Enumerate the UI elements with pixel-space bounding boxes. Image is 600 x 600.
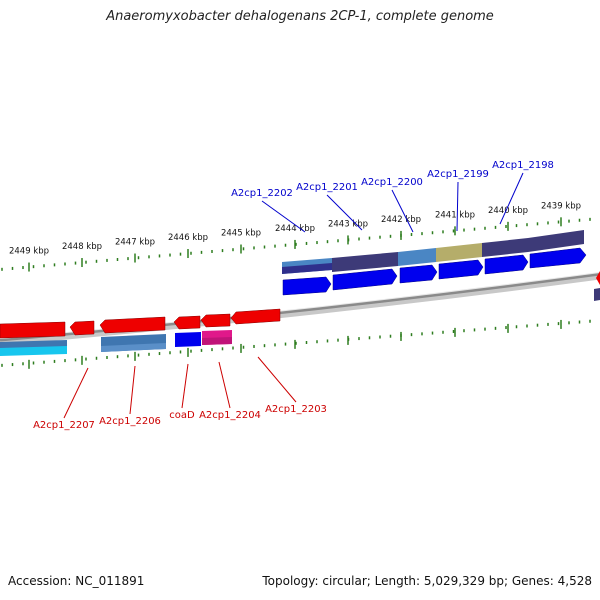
cds-feature: [282, 263, 332, 274]
gene-arrow-reverse: [230, 308, 281, 325]
gene-arrow-reverse: [596, 271, 600, 285]
scale-label: 2445 kbp: [221, 229, 261, 239]
cds-feature: [202, 337, 232, 345]
cds-feature: [175, 332, 201, 347]
scale-ticks-forward: [1, 217, 591, 272]
cds-feature: [0, 346, 67, 356]
gene-callout-line: [499, 172, 524, 225]
scale-labels: 2449 kbp 2448 kbp 2447 kbp 2446 kbp 2445 kbp…: [9, 201, 581, 256]
scale-label: 2442 kbp: [381, 215, 421, 225]
scale-label: 2446 kbp: [168, 233, 208, 243]
gene-callout-line: [181, 363, 189, 409]
gene-arrow-forward: [529, 247, 587, 269]
scale-label: 2443 kbp: [328, 219, 368, 229]
gene-arrow-forward: [399, 264, 438, 284]
scale-ticks-reverse: [1, 319, 591, 369]
cds-track-forward: [282, 230, 600, 301]
gene-arrow-forward: [438, 259, 484, 280]
gene-label-reverse[interactable]: coaD: [169, 410, 195, 421]
gene-callout-line: [261, 200, 306, 233]
gene-callout-line: [456, 181, 459, 232]
gene-track-forward: [282, 247, 587, 296]
map-title: Anaeromyxobacter dehalogenans 2CP-1, com…: [106, 9, 494, 24]
scale-label: 2440 kbp: [488, 206, 528, 216]
gene-label-forward[interactable]: A2cp1_2199: [427, 169, 489, 180]
cds-feature: [398, 248, 436, 266]
gene-label-reverse[interactable]: A2cp1_2204: [199, 410, 261, 421]
gene-arrow-reverse: [69, 320, 95, 336]
gene-arrow-reverse: [99, 316, 166, 334]
gene-callout-line: [257, 356, 297, 403]
gene-label-reverse[interactable]: A2cp1_2206: [99, 416, 161, 427]
scale-label: 2448 kbp: [62, 242, 102, 252]
cds-feature: [528, 230, 584, 252]
gene-callout-line: [391, 189, 414, 233]
gene-label-forward[interactable]: A2cp1_2202: [231, 188, 293, 199]
gene-label-reverse[interactable]: A2cp1_2207: [33, 420, 95, 431]
cds-feature: [436, 243, 482, 262]
gene-arrow-forward: [484, 254, 529, 275]
scale-label: 2447 kbp: [115, 238, 155, 248]
gene-label-forward[interactable]: A2cp1_2198: [492, 160, 554, 171]
scale-label: 2441 kbp: [435, 210, 475, 220]
cds-feature: [332, 252, 398, 272]
cds-track-reverse: [0, 330, 232, 356]
scale-label: 2444 kbp: [275, 224, 315, 234]
scale-label: 2449 kbp: [9, 247, 49, 257]
gene-callout-line: [63, 367, 89, 419]
cds-feature: [482, 238, 528, 257]
gene-arrow-forward: [282, 276, 332, 296]
gene-callout-line: [129, 365, 136, 415]
gene-track-reverse: [0, 271, 600, 339]
gene-callout-line: [218, 361, 231, 409]
cds-feature: [594, 288, 600, 301]
gene-arrow-reverse: [173, 315, 201, 330]
gene-label-forward[interactable]: A2cp1_2200: [361, 177, 423, 188]
gene-callout-line: [326, 194, 363, 231]
gene-arrow-forward: [332, 268, 398, 291]
gene-label-forward[interactable]: A2cp1_2201: [296, 182, 358, 193]
genome-summary: Topology: circular; Length: 5,029,329 bp…: [262, 574, 592, 588]
gene-callouts-reverse: A2cp1_2207 A2cp1_2206 coaD A2cp1_2204 A2cp1_…: [33, 356, 327, 431]
cds-feature: [101, 343, 166, 352]
gene-arrow-reverse: [0, 321, 66, 339]
accession-label: Accession: NC_011891: [8, 574, 145, 588]
gene-arrow-reverse: [200, 313, 231, 328]
gene-label-reverse[interactable]: A2cp1_2203: [265, 404, 327, 415]
scale-label: 2439 kbp: [541, 201, 581, 211]
